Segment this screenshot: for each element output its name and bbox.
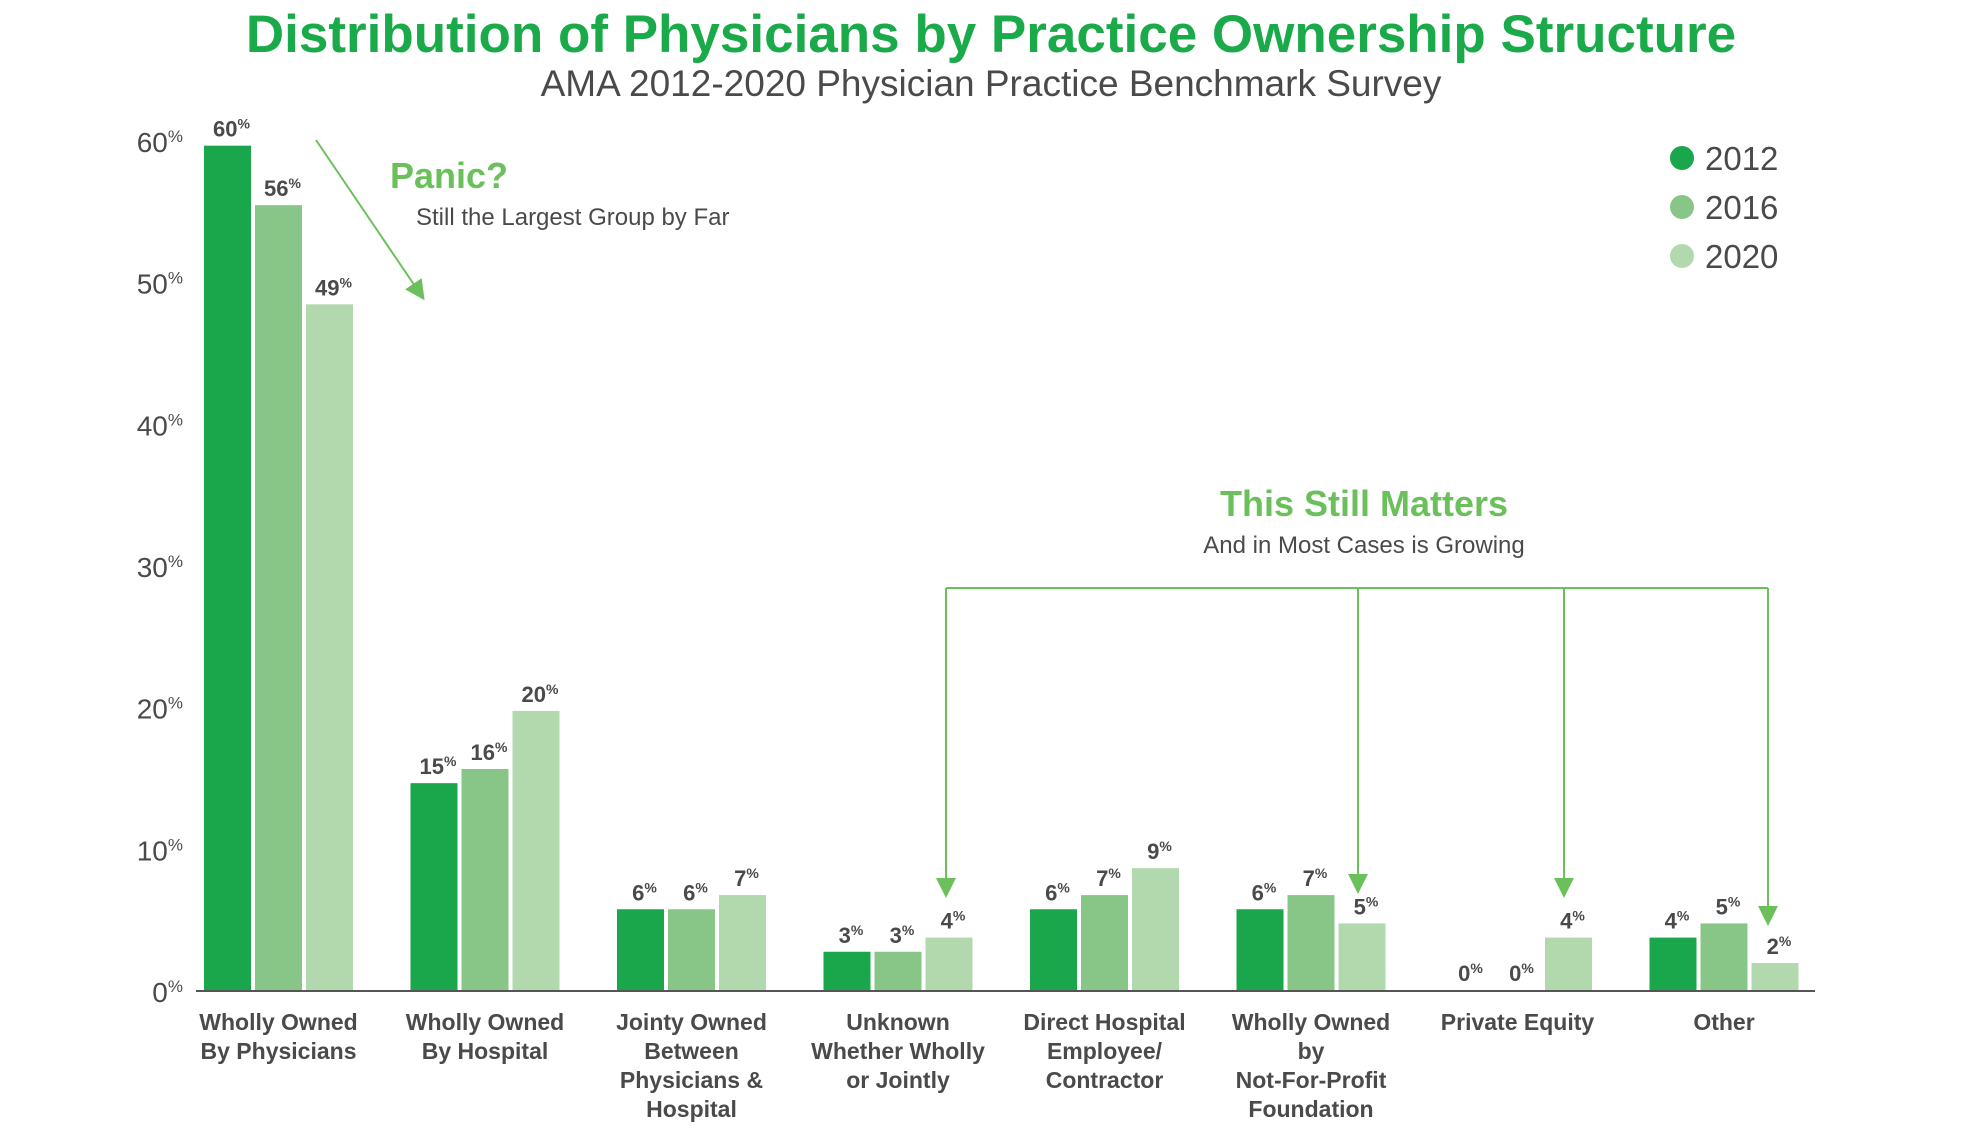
bar-value-label: 3%	[890, 922, 915, 948]
bar	[306, 304, 353, 990]
bar-value-label: 5%	[1716, 893, 1741, 919]
y-tick-label: 60%	[137, 127, 183, 158]
bar-value-label: 49%	[315, 274, 352, 300]
chart-title: Distribution of Physicians by Practice O…	[245, 5, 1737, 64]
category-label: Wholly Owned By Physicians	[199, 1009, 357, 1064]
y-tick-label: 20%	[137, 694, 183, 725]
bar	[1700, 923, 1748, 990]
bar	[874, 951, 922, 990]
bar-value-label: 9%	[1147, 838, 1172, 864]
annotations: Panic? Still the Largest Group by Far This…	[315, 139, 1778, 926]
y-tick-label: 50%	[137, 269, 183, 300]
bar-value-label: 7%	[1096, 865, 1121, 891]
bar	[461, 769, 509, 990]
bar	[1081, 895, 1128, 990]
category-label: Direct Hospital Employee/Contractor	[1023, 1009, 1185, 1093]
legend-label: 2016	[1705, 189, 1778, 226]
y-axis: 0% 10% 20% 30% 40% 50% 60%	[137, 127, 183, 1008]
matters-annotation-title: This Still Matters	[1220, 483, 1508, 524]
bars-group: 60% 15% 6% 3% 6% 6% 0% 4% 56% 16% 6% 3% 7% 7% 0% 5% 49% 2…	[204, 116, 1799, 990]
bar	[719, 895, 766, 990]
bar	[512, 710, 560, 990]
panic-annotation-title: Panic?	[390, 155, 508, 196]
chart-subtitle: AMA 2012-2020 Physician Practice Benchma…	[540, 63, 1442, 104]
bar	[1132, 868, 1179, 990]
bar-value-label: 4%	[941, 908, 966, 934]
bar-value-label: 6%	[683, 879, 708, 905]
bar-value-label: 4%	[1665, 908, 1690, 934]
bar	[410, 783, 458, 990]
bar	[1649, 937, 1697, 990]
bar	[925, 937, 973, 990]
bar	[1287, 895, 1335, 990]
bar	[1236, 909, 1284, 990]
panic-annotation-subtitle: Still the Largest Group by Far	[416, 204, 729, 231]
category-labels: Wholly Owned By Physicians Wholly Owned By …	[199, 1009, 1754, 1122]
category-label: Jointy Owned Between Physicians & Hospital	[616, 1009, 767, 1122]
bar	[1338, 923, 1386, 990]
category-label: Wholly Owned by Not-For-Profit Foundation	[1232, 1009, 1390, 1122]
panic-arrow	[315, 139, 425, 301]
bar	[204, 145, 251, 990]
legend-label: 2012	[1705, 140, 1778, 177]
y-tick-label: 40%	[137, 410, 183, 441]
category-label: Wholly Owned By Hospital	[406, 1009, 564, 1064]
bar-value-label: 4%	[1560, 908, 1585, 934]
bar-value-label: 15%	[420, 753, 457, 779]
y-tick-label: 30%	[137, 552, 183, 583]
bar	[823, 951, 871, 990]
bar-value-label: 7%	[734, 865, 759, 891]
bar	[1030, 909, 1077, 990]
category-label: Unknown Whether Wholly or Jointly	[811, 1009, 985, 1093]
bar-value-label: 6%	[1252, 879, 1277, 905]
bar	[668, 909, 715, 990]
bar-value-label: 56%	[264, 175, 301, 201]
legend: 2012 2016 2020	[1670, 140, 1778, 275]
bar-value-label: 0%	[1509, 960, 1534, 986]
chart-title-block: Distribution of Physicians by Practice O…	[0, 0, 1982, 105]
bar-value-label: 5%	[1354, 893, 1379, 919]
bar-value-label: 3%	[839, 922, 864, 948]
category-label: Other	[1693, 1009, 1754, 1035]
bar-value-label: 2%	[1767, 933, 1792, 959]
legend-swatch	[1670, 146, 1694, 170]
legend-swatch	[1670, 244, 1694, 268]
bar-value-label: 6%	[1045, 879, 1070, 905]
category-label: Private Equity	[1441, 1009, 1595, 1035]
bar-value-label: 6%	[632, 879, 657, 905]
y-tick-label: 10%	[137, 835, 183, 866]
legend-label: 2020	[1705, 238, 1778, 275]
bar	[617, 909, 664, 990]
bar	[255, 205, 302, 990]
bar-value-label: 16%	[471, 739, 508, 765]
bar	[1545, 937, 1592, 990]
bar-value-label: 20%	[522, 681, 559, 707]
bar-value-label: 60%	[213, 116, 250, 142]
matters-annotation-subtitle: And in Most Cases is Growing	[1203, 532, 1524, 559]
legend-swatch	[1670, 195, 1694, 219]
bar	[1751, 963, 1799, 990]
bar-value-label: 0%	[1458, 960, 1483, 986]
y-tick-label: 0%	[152, 977, 183, 1008]
bar-value-label: 7%	[1303, 865, 1328, 891]
